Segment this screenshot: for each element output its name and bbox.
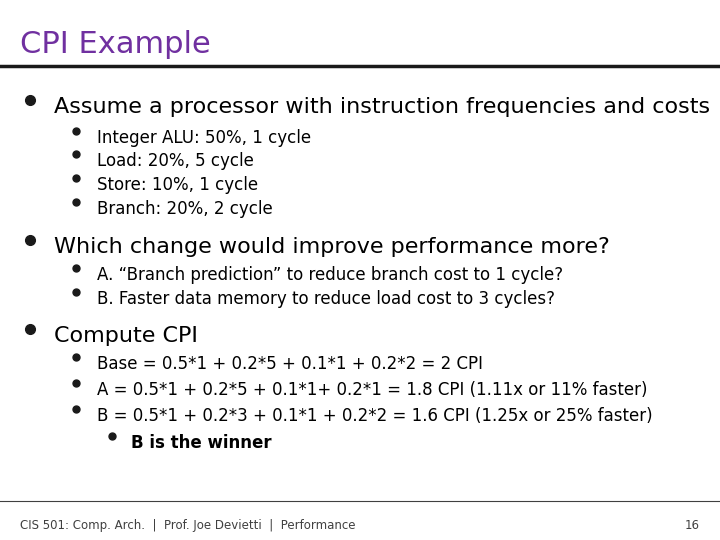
Text: Which change would improve performance more?: Which change would improve performance m…	[54, 237, 610, 256]
Text: Base = 0.5*1 + 0.2*5 + 0.1*1 + 0.2*2 = 2 CPI: Base = 0.5*1 + 0.2*5 + 0.1*1 + 0.2*2 = 2…	[97, 355, 483, 373]
Text: Assume a processor with instruction frequencies and costs: Assume a processor with instruction freq…	[54, 97, 710, 117]
Text: Load: 20%, 5 cycle: Load: 20%, 5 cycle	[97, 152, 254, 170]
Text: B = 0.5*1 + 0.2*3 + 0.1*1 + 0.2*2 = 1.6 CPI (1.25x or 25% faster): B = 0.5*1 + 0.2*3 + 0.1*1 + 0.2*2 = 1.6 …	[97, 407, 653, 424]
Text: Integer ALU: 50%, 1 cycle: Integer ALU: 50%, 1 cycle	[97, 129, 311, 146]
Text: 16: 16	[685, 519, 700, 532]
Text: A = 0.5*1 + 0.2*5 + 0.1*1+ 0.2*1 = 1.8 CPI (1.11x or 11% faster): A = 0.5*1 + 0.2*5 + 0.1*1+ 0.2*1 = 1.8 C…	[97, 381, 648, 399]
Text: B is the winner: B is the winner	[131, 434, 271, 452]
Text: Store: 10%, 1 cycle: Store: 10%, 1 cycle	[97, 176, 258, 194]
Text: A. “Branch prediction” to reduce branch cost to 1 cycle?: A. “Branch prediction” to reduce branch …	[97, 266, 563, 284]
Text: CPI Example: CPI Example	[20, 30, 211, 59]
Text: B. Faster data memory to reduce load cost to 3 cycles?: B. Faster data memory to reduce load cos…	[97, 290, 555, 308]
Text: CIS 501: Comp. Arch.  |  Prof. Joe Devietti  |  Performance: CIS 501: Comp. Arch. | Prof. Joe Deviett…	[20, 519, 356, 532]
Text: Compute CPI: Compute CPI	[54, 326, 198, 346]
Text: Branch: 20%, 2 cycle: Branch: 20%, 2 cycle	[97, 200, 273, 218]
